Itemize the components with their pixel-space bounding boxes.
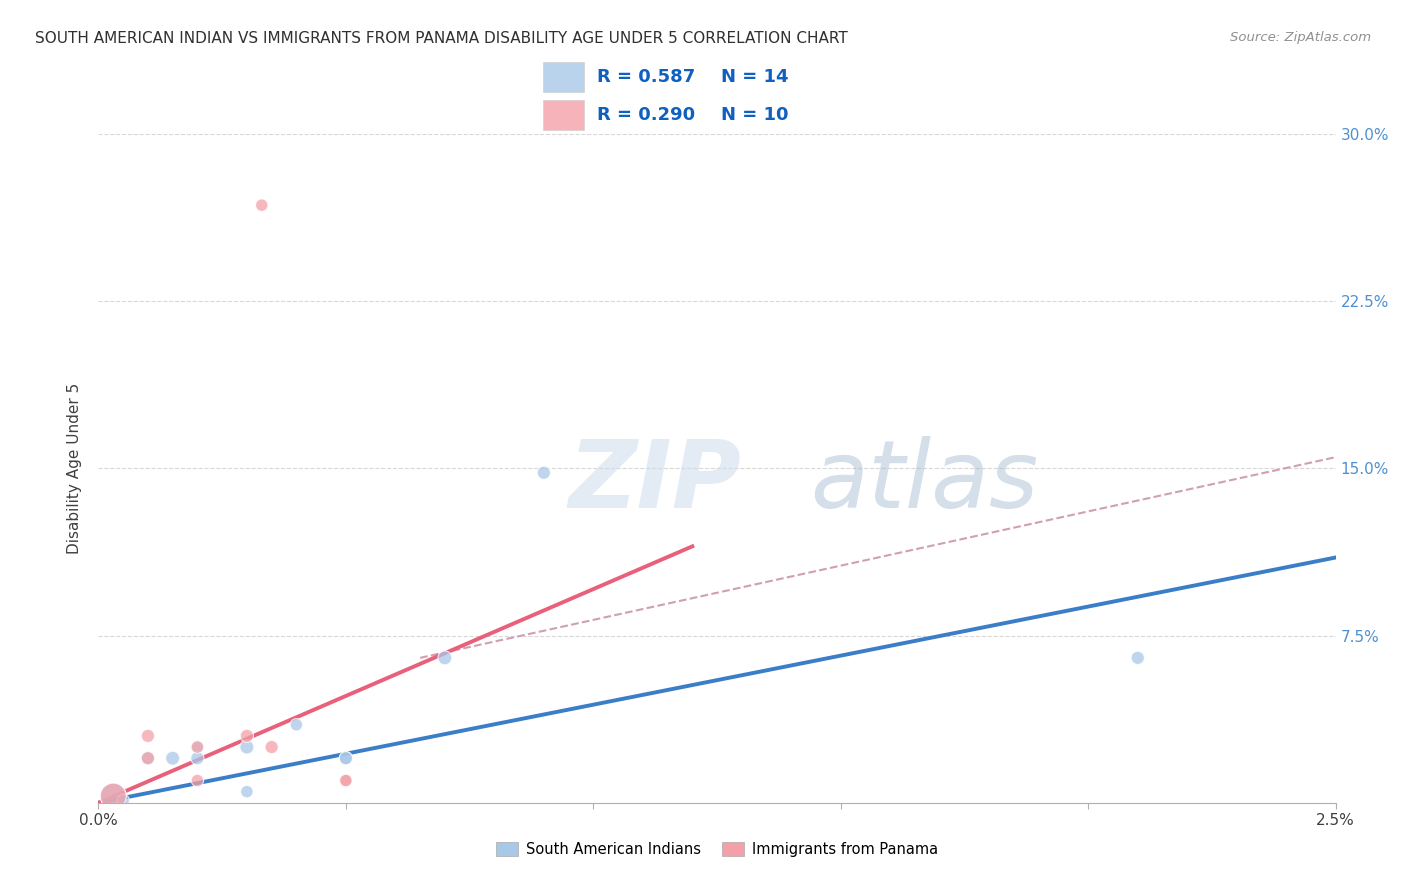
Point (186, 740, 208, 755)
Point (186, 740, 208, 755)
Point (103, 789, 125, 803)
Point (236, 729, 259, 743)
Point (335, 751, 357, 765)
Legend: South American Indians, Immigrants from Panama: South American Indians, Immigrants from … (491, 836, 943, 863)
FancyBboxPatch shape (543, 62, 583, 92)
Point (433, 651, 456, 665)
Point (260, 740, 283, 755)
Point (335, 773, 357, 788)
Text: Source: ZipAtlas.com: Source: ZipAtlas.com (1230, 31, 1371, 45)
Text: R = 0.587: R = 0.587 (598, 68, 696, 86)
Text: R = 0.290: R = 0.290 (598, 106, 696, 124)
Point (335, 751, 357, 765)
Point (186, 773, 208, 788)
Text: SOUTH AMERICAN INDIAN VS IMMIGRANTS FROM PANAMA DISABILITY AGE UNDER 5 CORRELATI: SOUTH AMERICAN INDIAN VS IMMIGRANTS FROM… (35, 31, 848, 46)
Text: ZIP: ZIP (568, 435, 741, 528)
Point (162, 751, 184, 765)
Point (103, 789, 125, 803)
Point (112, 794, 135, 808)
Text: N = 10: N = 10 (721, 106, 789, 124)
Point (136, 751, 159, 765)
Point (236, 740, 259, 755)
FancyBboxPatch shape (543, 100, 583, 130)
Point (136, 751, 159, 765)
Point (186, 751, 208, 765)
Text: N = 14: N = 14 (721, 68, 789, 86)
Point (335, 773, 357, 788)
Point (250, 198, 273, 212)
Point (285, 717, 308, 731)
Text: atlas: atlas (810, 436, 1038, 527)
Point (533, 466, 555, 480)
Point (236, 785, 259, 799)
Point (136, 729, 159, 743)
Y-axis label: Disability Age Under 5: Disability Age Under 5 (67, 383, 83, 554)
Point (1126, 651, 1149, 665)
